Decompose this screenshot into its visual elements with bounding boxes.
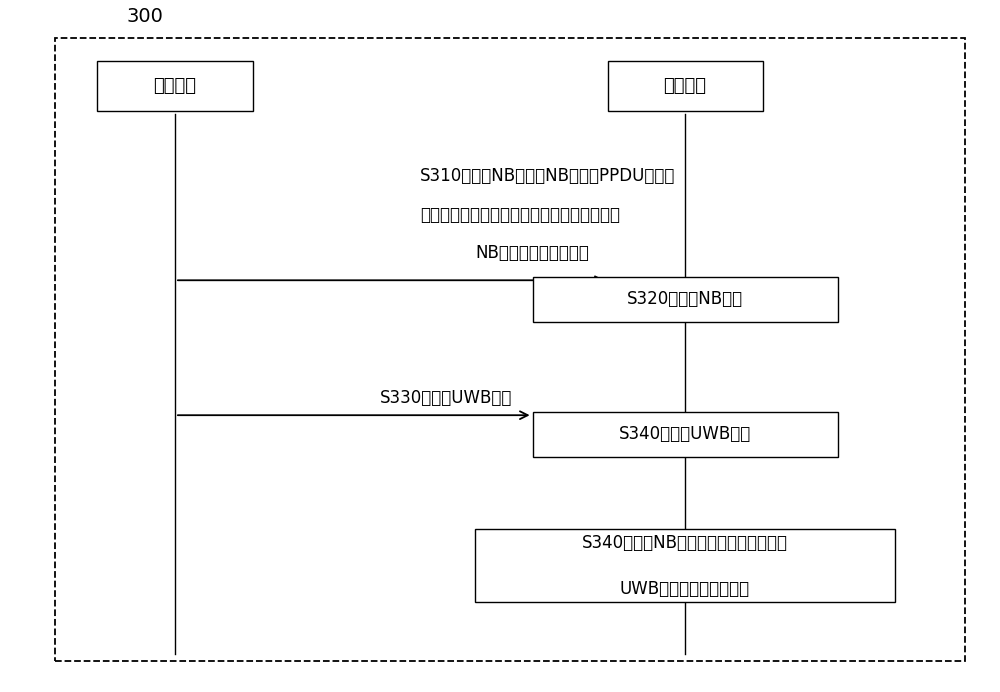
Bar <box>608 61 763 111</box>
Text: 发送设备: 发送设备 <box>154 77 196 95</box>
Text: S340、接收UWB信号: S340、接收UWB信号 <box>619 425 751 444</box>
Text: S320、接收NB信号: S320、接收NB信号 <box>627 290 743 309</box>
Text: S310、发送NB信号，NB信号的PPDU包括至: S310、发送NB信号，NB信号的PPDU包括至 <box>420 167 675 185</box>
Text: 300: 300 <box>127 8 163 26</box>
Text: 接收设备: 接收设备 <box>664 77 706 95</box>
Bar <box>475 529 895 602</box>
Text: S340、根据NB信号的时频同步信息获取: S340、根据NB信号的时频同步信息获取 <box>582 534 788 552</box>
Text: UWB信号的时频同步信息: UWB信号的时频同步信息 <box>620 579 750 598</box>
Text: 少一个导频符号，导频符号用于接收设备获取: 少一个导频符号，导频符号用于接收设备获取 <box>420 206 620 224</box>
Bar <box>97 61 252 111</box>
Text: NB信号的时频同步信息: NB信号的时频同步信息 <box>475 244 589 262</box>
Bar <box>533 277 838 322</box>
Bar <box>533 412 838 457</box>
Text: S330，发送UWB信号: S330，发送UWB信号 <box>380 389 512 407</box>
